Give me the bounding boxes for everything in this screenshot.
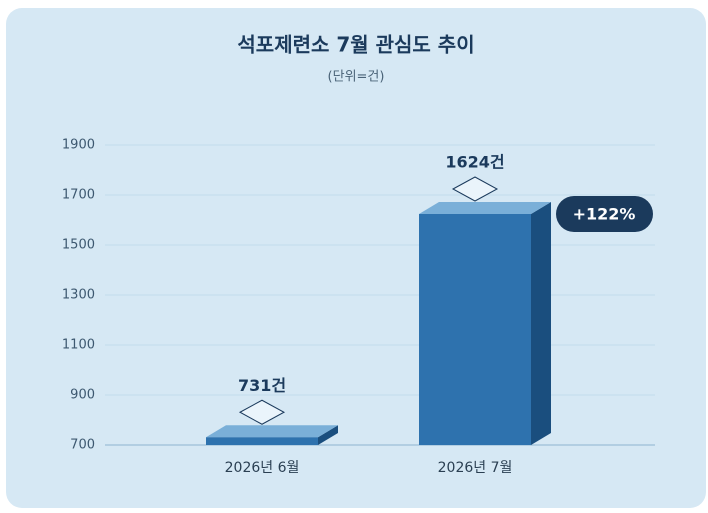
annotation: +122% bbox=[573, 205, 636, 224]
y-tick-label: 1100 bbox=[62, 338, 95, 353]
bar bbox=[419, 214, 531, 445]
y-tick-label: 1300 bbox=[62, 288, 95, 303]
y-tick-label: 1500 bbox=[62, 238, 95, 253]
value-marker bbox=[451, 176, 499, 202]
value-marker bbox=[238, 399, 286, 425]
annotation-badge bbox=[556, 196, 653, 232]
value-label: 1624건 bbox=[445, 153, 504, 172]
chart-subtitle: (단위=건) bbox=[328, 70, 385, 85]
y-tick-label: 700 bbox=[70, 438, 95, 453]
y-tick-label: 900 bbox=[70, 388, 95, 403]
bar-side bbox=[531, 202, 551, 445]
bar bbox=[206, 437, 318, 445]
value-label: 731건 bbox=[238, 376, 286, 395]
y-tick-label: 1700 bbox=[62, 188, 95, 203]
x-tick-label: 2026년 6월 bbox=[225, 460, 300, 476]
bar-side bbox=[318, 425, 338, 445]
bar-top bbox=[206, 425, 338, 438]
chart-title: 석포제련소 7월 관심도 추이 bbox=[237, 33, 474, 57]
x-tick-label: 2026년 7월 bbox=[438, 460, 513, 476]
bar-top bbox=[419, 202, 551, 214]
y-tick-label: 1900 bbox=[62, 138, 95, 153]
